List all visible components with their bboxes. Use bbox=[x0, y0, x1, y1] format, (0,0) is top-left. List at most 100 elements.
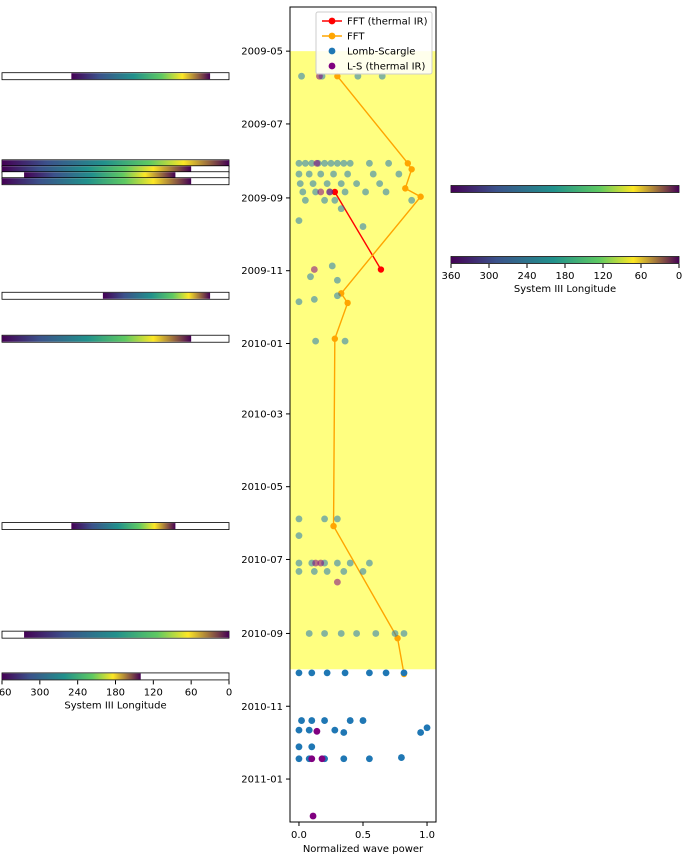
data-point bbox=[340, 755, 348, 763]
legend-marker-swatch bbox=[328, 47, 336, 55]
data-point bbox=[362, 188, 369, 196]
data-point bbox=[298, 72, 305, 80]
data-point bbox=[330, 170, 337, 178]
data-point bbox=[296, 180, 304, 188]
data-point bbox=[340, 568, 348, 575]
data-point bbox=[346, 717, 354, 724]
data-point bbox=[395, 170, 403, 178]
data-point bbox=[423, 724, 431, 732]
data-point bbox=[317, 559, 325, 567]
data-point bbox=[353, 180, 360, 188]
data-point bbox=[346, 559, 354, 567]
data-point bbox=[323, 669, 331, 677]
data-point bbox=[310, 266, 318, 273]
strip-x-tick-label: 60 bbox=[185, 687, 198, 698]
data-point bbox=[341, 188, 349, 196]
data-point bbox=[400, 669, 408, 677]
data-point bbox=[333, 276, 341, 284]
data-point bbox=[295, 298, 303, 306]
x-tick-label: 0.0 bbox=[291, 830, 307, 841]
series-points bbox=[295, 72, 431, 820]
data-point bbox=[310, 295, 318, 303]
data-point bbox=[301, 159, 309, 167]
data-point bbox=[318, 755, 326, 763]
strip-heatmap bbox=[451, 186, 679, 192]
data-point bbox=[313, 159, 321, 167]
data-point bbox=[391, 630, 399, 637]
data-point bbox=[340, 729, 348, 736]
data-point bbox=[298, 717, 305, 724]
y-tick-label: 2010-01 bbox=[241, 339, 283, 350]
data-point bbox=[341, 337, 349, 345]
strip-x-tick-label: 180 bbox=[106, 687, 125, 698]
x-axis-ticks: 0.0 0.5 1.0 bbox=[291, 822, 435, 841]
data-point bbox=[323, 180, 331, 188]
y-axis-ticks: 2009-05 2009-07 2009-09 2009-11 2010-01 2010-… bbox=[241, 47, 290, 786]
y-tick-label: 2009-11 bbox=[241, 266, 283, 277]
line-marker bbox=[408, 166, 415, 173]
data-point bbox=[333, 559, 341, 567]
data-point bbox=[341, 669, 349, 677]
data-point bbox=[313, 727, 321, 735]
data-point bbox=[295, 559, 303, 567]
data-point bbox=[408, 196, 416, 204]
legend-box bbox=[315, 11, 433, 75]
data-point bbox=[295, 568, 303, 575]
data-point bbox=[385, 159, 393, 167]
strip-x-tick-label: 240 bbox=[517, 271, 536, 282]
strip-x-tick-label: 360 bbox=[441, 271, 460, 282]
data-point bbox=[308, 743, 316, 751]
data-point bbox=[372, 630, 380, 637]
data-point bbox=[328, 262, 336, 270]
data-point bbox=[308, 717, 316, 724]
data-point bbox=[333, 159, 341, 167]
strip-x-tick-label: 300 bbox=[30, 687, 49, 698]
data-point bbox=[295, 755, 303, 763]
data-point bbox=[378, 72, 386, 80]
data-point bbox=[301, 196, 309, 204]
data-point bbox=[366, 159, 373, 167]
data-point bbox=[299, 188, 307, 196]
data-point bbox=[366, 755, 373, 763]
y-tick-label: 2010-07 bbox=[241, 555, 283, 566]
data-point bbox=[382, 188, 390, 196]
legend-label: FFT bbox=[347, 32, 365, 43]
data-point bbox=[376, 180, 384, 188]
main-plot: 2009-05 2009-07 2009-09 2009-11 2010-01 2010-… bbox=[241, 6, 437, 855]
data-point bbox=[295, 743, 303, 751]
line-marker bbox=[331, 335, 339, 342]
data-point bbox=[295, 217, 303, 224]
data-point bbox=[312, 188, 320, 196]
y-tick-label: 2010-09 bbox=[241, 629, 283, 640]
highlight-band bbox=[290, 51, 436, 670]
data-point bbox=[312, 337, 320, 345]
data-point bbox=[309, 180, 317, 188]
line-marker bbox=[402, 185, 409, 192]
line-marker bbox=[417, 193, 424, 200]
data-point bbox=[366, 669, 373, 677]
data-point bbox=[316, 72, 323, 80]
legend-marker-swatch bbox=[328, 17, 336, 25]
data-point bbox=[321, 630, 328, 637]
y-tick-label: 2011-01 bbox=[241, 775, 283, 786]
data-point bbox=[417, 729, 425, 736]
legend-label: FFT (thermal IR) bbox=[347, 17, 428, 28]
data-point bbox=[317, 170, 325, 178]
legend-label: L-S (thermal IR) bbox=[347, 62, 426, 73]
strip-heatmap bbox=[2, 178, 192, 185]
data-point bbox=[310, 568, 318, 575]
data-point bbox=[321, 515, 328, 523]
left-x-axis-ticks: 360 300 240 180 120 60 0 bbox=[0, 680, 232, 698]
strip-heatmap bbox=[71, 523, 176, 530]
y-tick-label: 2010-05 bbox=[241, 482, 283, 493]
line-marker bbox=[404, 160, 412, 167]
data-point bbox=[331, 726, 339, 734]
data-point bbox=[398, 754, 405, 761]
strip-heatmap bbox=[24, 631, 230, 638]
data-point bbox=[359, 717, 367, 724]
right-strips-panel: 360 300 240 180 120 60 0 System III Longitude bbox=[441, 185, 682, 295]
data-point bbox=[400, 630, 408, 637]
data-point bbox=[333, 578, 341, 586]
data-point bbox=[369, 170, 377, 178]
strip-x-tick-label: 360 bbox=[0, 687, 12, 698]
